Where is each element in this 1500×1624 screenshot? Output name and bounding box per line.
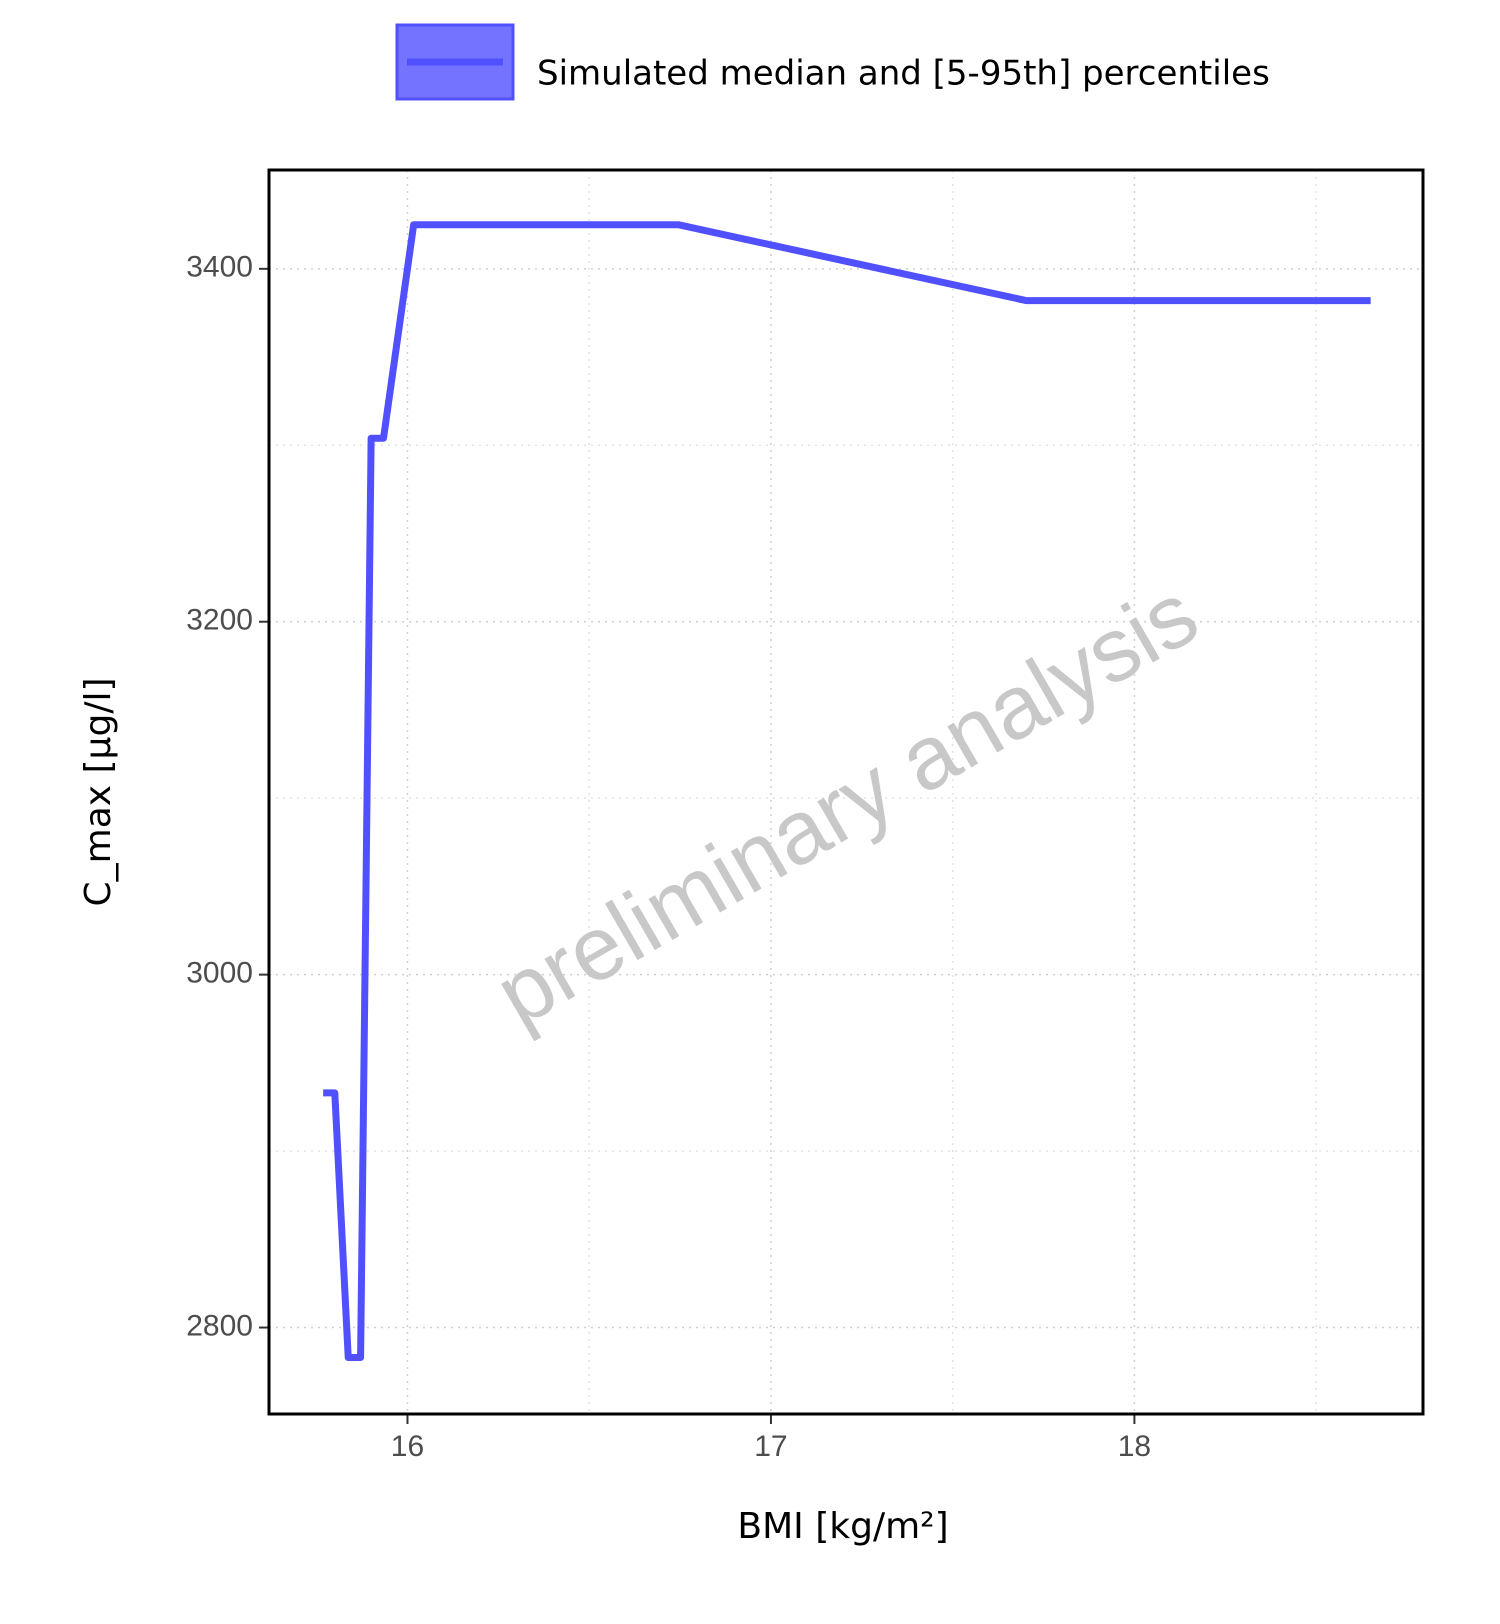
x-tick-label: 17: [754, 1430, 787, 1463]
x-tick-label: 16: [391, 1430, 424, 1463]
y-axis-title: C_max [µg/l]: [78, 678, 119, 907]
data-line: [323, 221, 1371, 1362]
y-tick-label: 3200: [186, 604, 253, 637]
y-tick-label: 3000: [186, 957, 253, 990]
plot-border: [267, 168, 1425, 1416]
legend-label: Simulated median and [5-95th] percentile…: [537, 54, 1270, 94]
x-tick-label: 18: [1118, 1430, 1151, 1463]
y-tick-label: 3400: [186, 251, 253, 284]
x-axis-title: BMI [kg/m²]: [737, 1506, 948, 1547]
y-tick-label: 2800: [186, 1309, 253, 1342]
watermark: preliminary analysis: [480, 564, 1214, 1046]
